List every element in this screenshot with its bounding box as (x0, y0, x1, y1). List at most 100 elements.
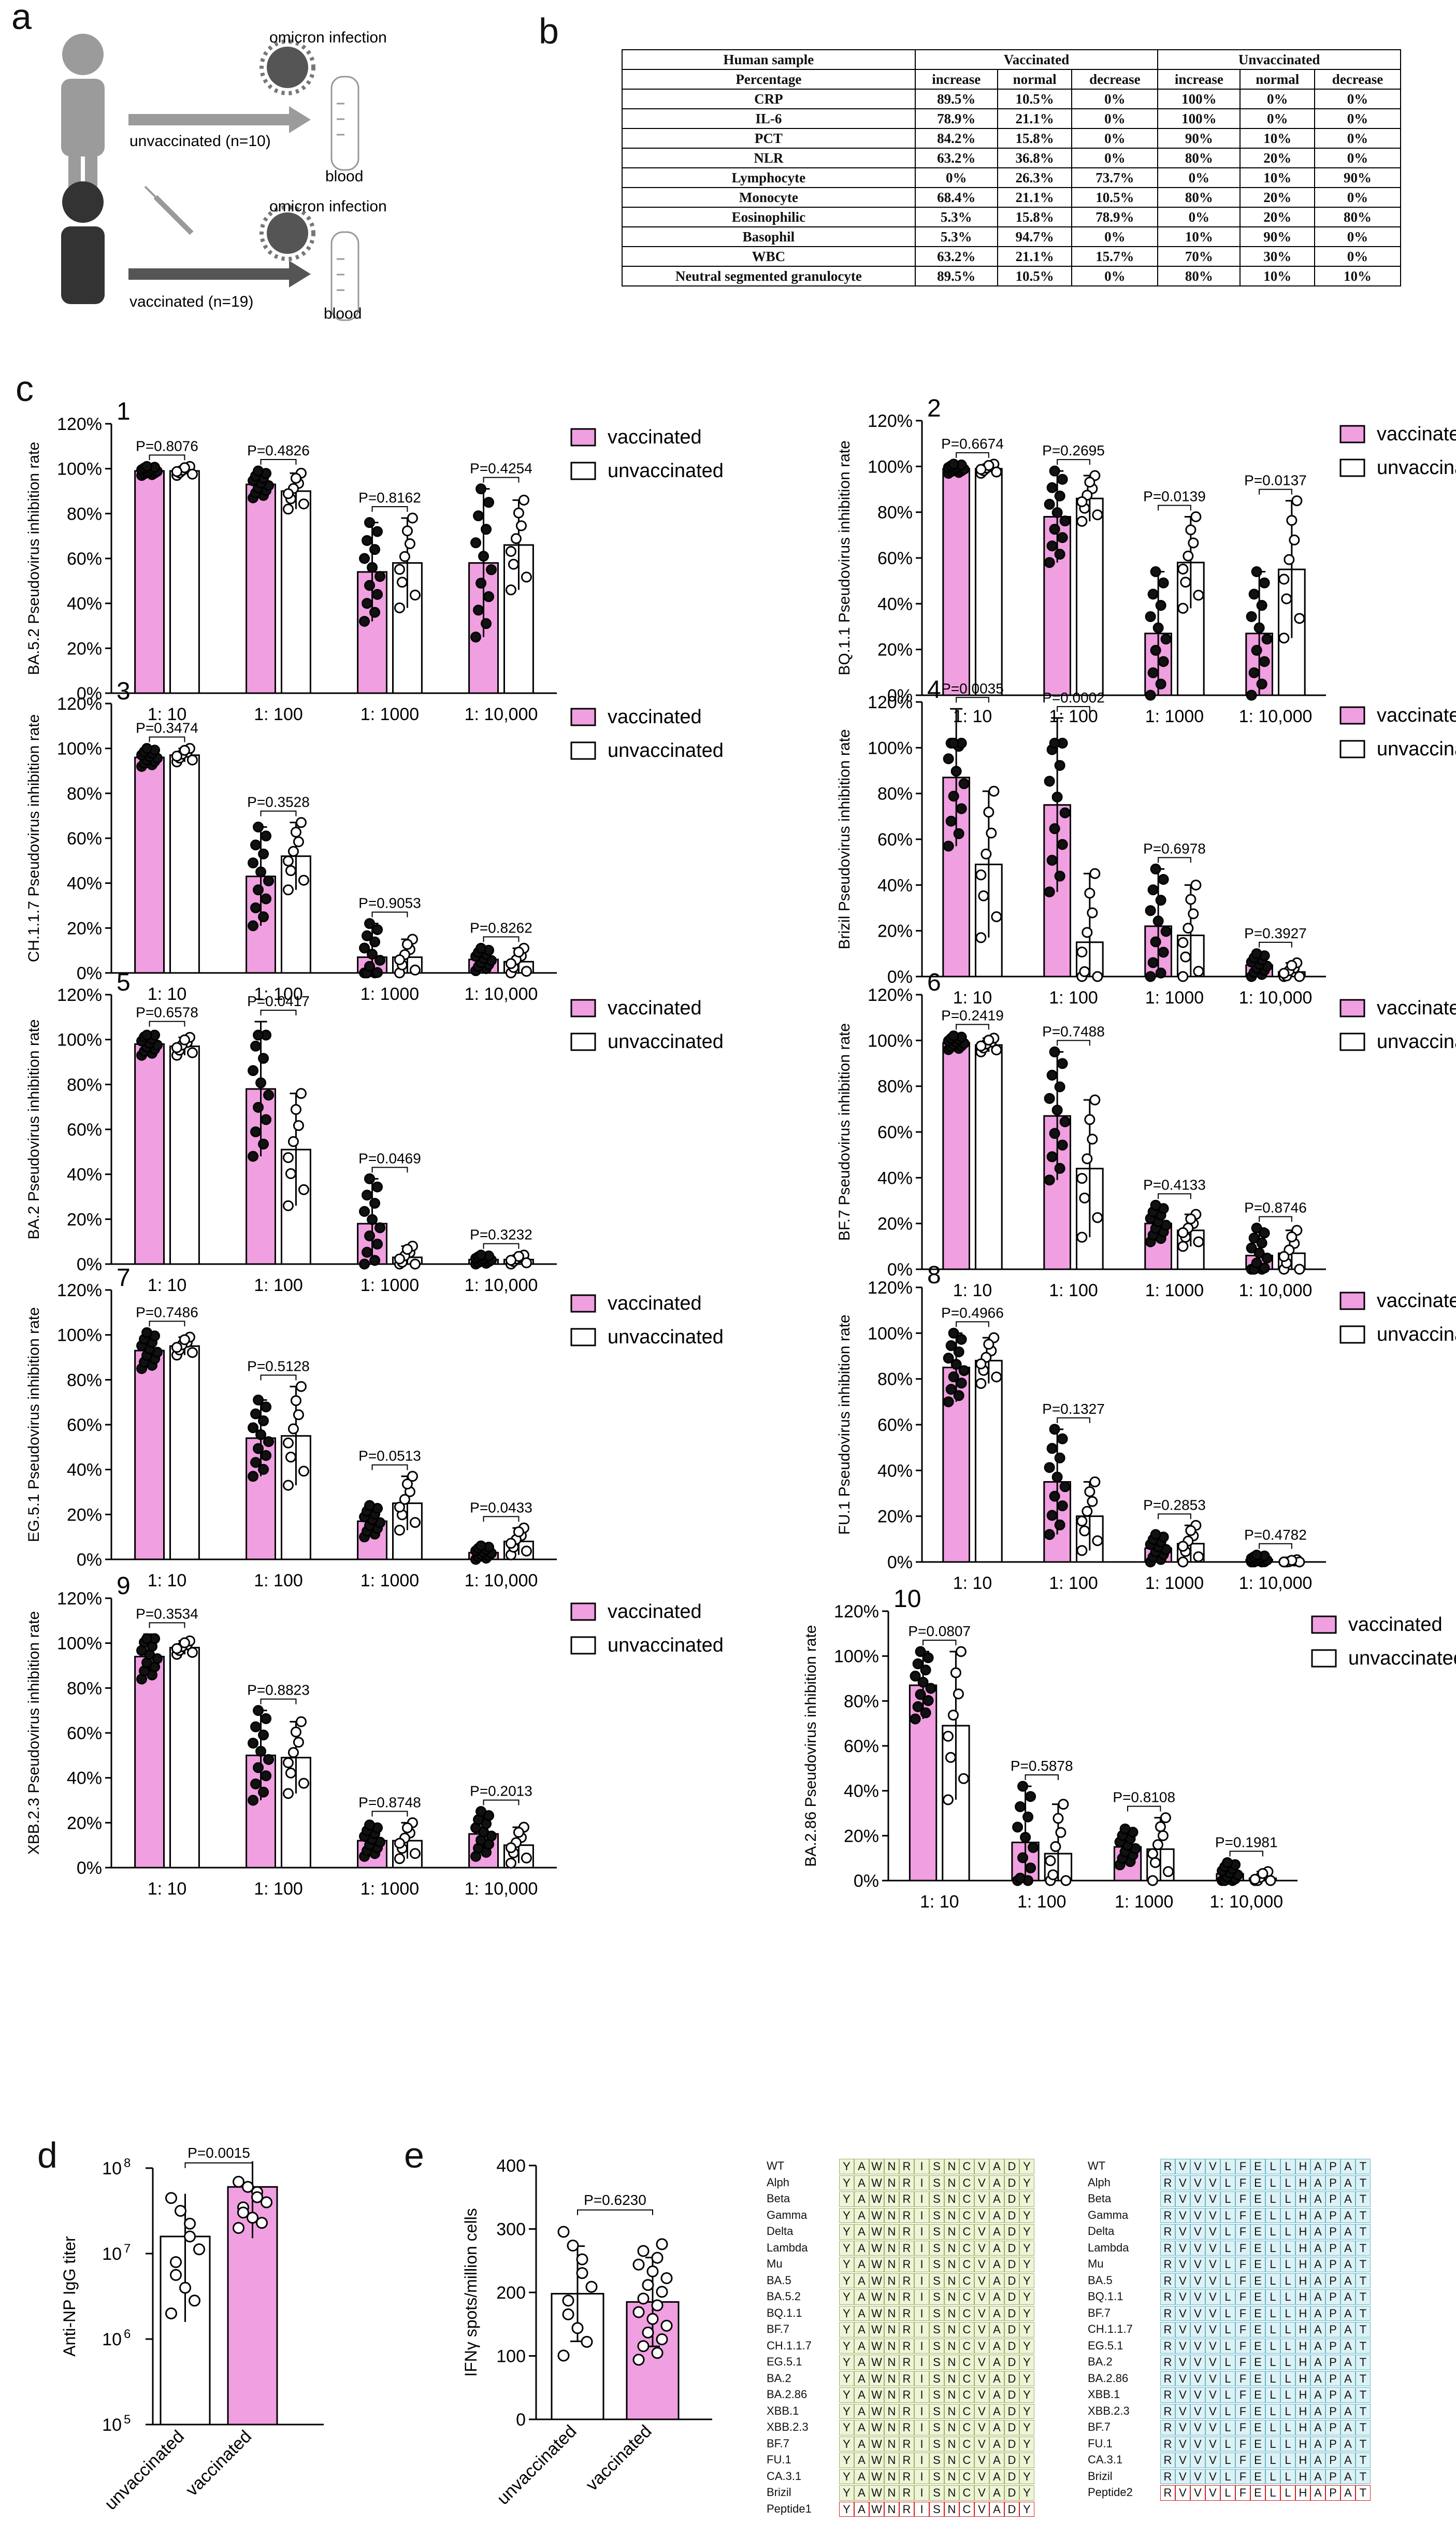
legend-swatch-vaccinated (570, 1294, 596, 1313)
data-point (1044, 776, 1055, 787)
value-cell: 94.7% (997, 226, 1073, 247)
variant-label: XBB.2.3 (1088, 2404, 1130, 2417)
data-point (1190, 511, 1202, 522)
residue-cell: R (1160, 2371, 1175, 2386)
data-point (179, 1637, 190, 1648)
table-header-cell: Human sample (622, 49, 916, 70)
data-point (1012, 1822, 1023, 1833)
data-point (282, 488, 294, 499)
residue-cell: Y (839, 2207, 854, 2223)
y-axis-label: XBB.2.3 Pseudovirus inhibition rate (25, 1611, 42, 1855)
residue-cell: N (944, 2257, 959, 2272)
data-point (1054, 870, 1065, 882)
value-cell: 10.5% (997, 266, 1073, 286)
residue-cell: I (914, 2273, 929, 2288)
residue-cell: I (914, 2159, 929, 2174)
chart-panel-1: 0%20%40%60%80%100%120%BA.5.2 Pseudovirus… (25, 398, 724, 724)
residue-cell: L (1280, 2289, 1295, 2305)
residue-cell: V (1205, 2355, 1220, 2370)
residue-cell: W (869, 2355, 884, 2370)
residue-cell: A (989, 2191, 1004, 2207)
data-point (912, 1701, 924, 1712)
data-point (1152, 915, 1164, 927)
residue-cell: L (1265, 2322, 1280, 2338)
residue-cell: V (974, 2501, 989, 2517)
x-tick-label: 1: 10 (953, 1573, 992, 1593)
legend-label: vaccinated (1377, 705, 1456, 726)
data-point (1044, 886, 1055, 898)
significance-bracket (483, 1243, 520, 1249)
data-point (1177, 603, 1189, 614)
data-point (915, 1689, 926, 1700)
value-cell: 0% (1071, 266, 1159, 286)
p-value-label: P=0.8746 (1244, 1200, 1307, 1216)
residue-cell: Y (839, 2420, 854, 2435)
panel-number: 4 (927, 676, 941, 704)
legend-swatch-vaccinated (1339, 425, 1365, 443)
panel-number: 9 (117, 1572, 131, 1600)
data-point (359, 553, 370, 564)
residue-cell: A (1310, 2420, 1325, 2435)
residue-cell: W (869, 2501, 884, 2517)
data-point (1256, 600, 1267, 611)
y-tick-label: 120% (57, 1589, 102, 1609)
x-tick-label: vaccinated (182, 2427, 255, 2500)
data-point (1076, 1545, 1088, 1556)
data-point (1257, 1868, 1268, 1879)
significance-bracket (1259, 489, 1292, 495)
residue-cell: L (1280, 2257, 1295, 2272)
variant-label: WT (1088, 2159, 1106, 2172)
data-point (367, 1214, 378, 1225)
residue-cell: A (989, 2175, 1004, 2190)
residue-cell: L (1265, 2453, 1280, 2468)
group-label-bottom: vaccinated (n=19) (129, 293, 253, 310)
data-point (372, 589, 383, 600)
residue-cell: N (884, 2175, 899, 2190)
residue-cell: V (1190, 2338, 1205, 2354)
data-point (1185, 1213, 1196, 1225)
data-point (1147, 1875, 1158, 1886)
variant-label: Mu (1088, 2257, 1104, 2270)
y-tick-label: 40% (67, 1460, 102, 1480)
data-point (1051, 507, 1063, 518)
data-point (170, 2256, 182, 2268)
residue-cell: A (1310, 2207, 1325, 2223)
variant-label: Beta (1088, 2192, 1112, 2205)
data-point (364, 1173, 376, 1184)
residue-cell: H (1295, 2436, 1310, 2451)
residue-cell: V (1190, 2371, 1205, 2386)
legend-label: unvaccinated (608, 1031, 724, 1053)
residue-cell: V (1190, 2159, 1205, 2174)
residue-cell: C (959, 2273, 974, 2288)
data-point (521, 571, 532, 583)
residue-cell: H (1295, 2207, 1310, 2223)
panel-number: 8 (927, 1261, 941, 1289)
residue-cell: I (914, 2207, 929, 2223)
residue-cell: A (1310, 2453, 1325, 2468)
residue-cell: L (1280, 2305, 1295, 2321)
significance-bracket (260, 810, 297, 816)
residue-cell: D (1004, 2175, 1019, 2190)
virus-icon (260, 39, 315, 95)
row-label-cell: WBC (622, 246, 916, 267)
residue-cell: T (1356, 2403, 1371, 2419)
residue-cell: L (1265, 2436, 1280, 2451)
data-point (1089, 1476, 1101, 1487)
data-point (253, 465, 264, 477)
data-point (1259, 1227, 1270, 1239)
data-point (632, 2354, 645, 2366)
data-point (1265, 1875, 1276, 1886)
data-point (290, 472, 301, 484)
data-point (1060, 1875, 1072, 1886)
value-cell: 10% (1157, 226, 1241, 247)
residue-cell: L (1265, 2273, 1280, 2288)
p-value-label: P=0.0139 (1143, 489, 1206, 505)
y-axis-label: Anti-NP IgG titer (60, 2236, 79, 2357)
arrow-icon (128, 106, 311, 133)
p-value-label: P=0.6674 (941, 436, 1004, 452)
residue-cell: L (1220, 2191, 1235, 2207)
data-point (581, 2335, 593, 2348)
data-point (1049, 823, 1060, 835)
data-point (1261, 634, 1273, 645)
data-point (1286, 514, 1298, 526)
